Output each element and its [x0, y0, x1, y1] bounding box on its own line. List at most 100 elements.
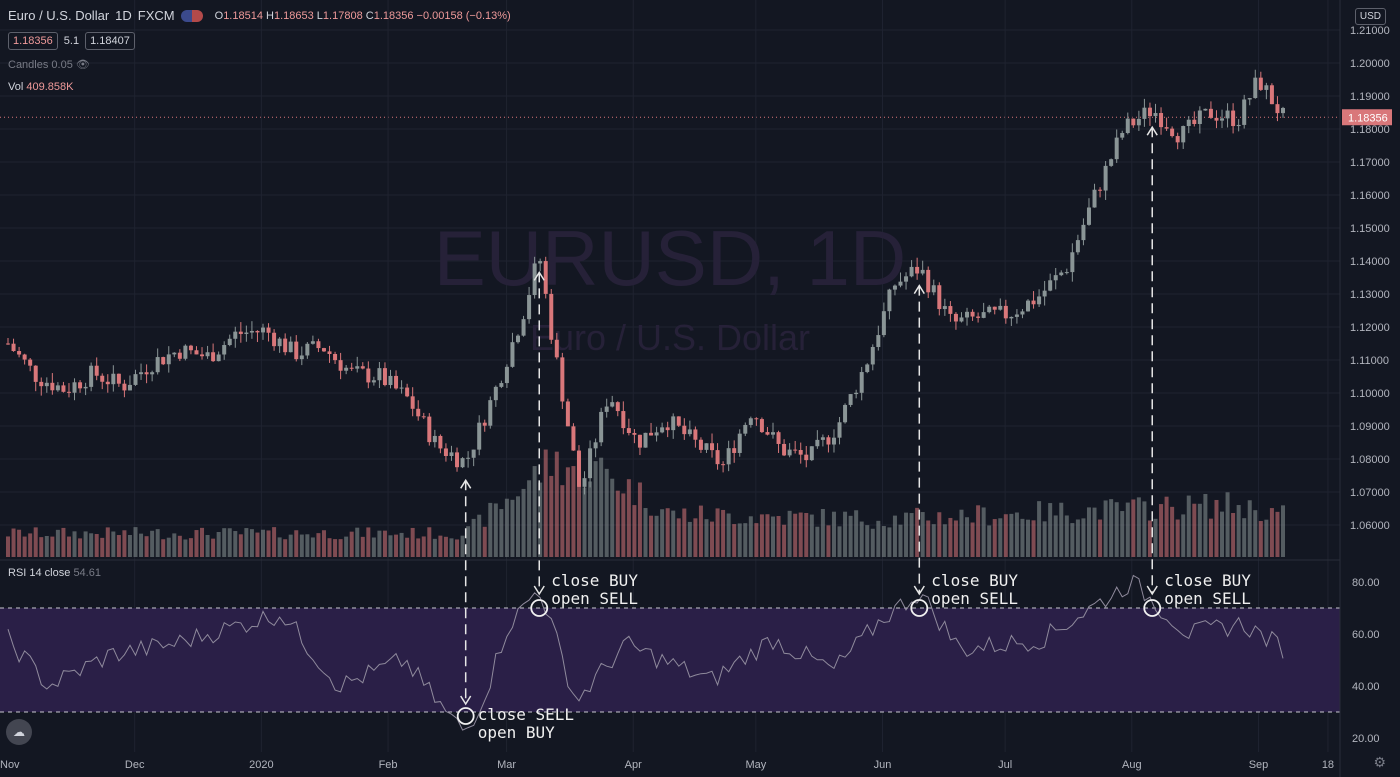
candle-body	[1103, 165, 1108, 191]
currency-badge[interactable]: USD	[1354, 8, 1386, 25]
annotation-arrow-up	[533, 270, 545, 281]
candle-body	[876, 335, 881, 348]
candle-body	[410, 396, 415, 409]
volume-bar	[876, 520, 881, 557]
candle-body	[194, 350, 199, 355]
candle-body	[183, 345, 188, 359]
volume-bar	[859, 521, 864, 557]
annotation-label-line2: open SELL	[931, 589, 1018, 608]
volume-bar	[78, 538, 83, 557]
volume-bar	[588, 481, 593, 557]
candle-body	[510, 342, 515, 367]
volume-bar	[1247, 500, 1252, 557]
candle-body	[987, 306, 992, 313]
time-tick-label: Jul	[998, 759, 1012, 771]
candle-body	[1120, 133, 1125, 138]
candle-body	[621, 411, 626, 429]
volume-indicator[interactable]: Vol 409.858K	[8, 81, 73, 93]
buy-button[interactable]: 1.18407	[85, 32, 135, 50]
candle-body	[28, 359, 33, 366]
candle-body	[305, 343, 310, 356]
candle-body	[920, 269, 925, 274]
volume-bar	[915, 507, 920, 557]
candle-body	[1186, 119, 1191, 127]
price-tick-label: 1.15000	[1350, 223, 1390, 235]
volume-bar	[1120, 511, 1125, 557]
volume-bar	[826, 525, 831, 557]
candle-body	[865, 364, 870, 373]
volume-bar	[710, 521, 715, 557]
price-tick-label: 1.11000	[1350, 355, 1389, 367]
interval[interactable]: 1D	[115, 8, 132, 23]
symbol-name[interactable]: Euro / U.S. Dollar	[8, 8, 110, 23]
volume-bar	[321, 530, 326, 557]
volume-bar	[1208, 518, 1213, 557]
volume-bar	[1131, 499, 1136, 557]
tradingview-logo-icon[interactable]: ☁	[6, 719, 32, 745]
volume-bar	[405, 537, 410, 557]
vol-value: 409.858K	[26, 81, 74, 93]
volume-bar	[782, 524, 787, 557]
volume-bar	[249, 529, 254, 557]
candle-body	[233, 331, 238, 339]
candle-body	[898, 281, 903, 286]
volume-bar	[1026, 519, 1030, 557]
spread: 5.1	[63, 35, 80, 47]
candle-body	[39, 381, 44, 387]
candle-body	[748, 418, 753, 425]
sell-button[interactable]: 1.18356	[8, 32, 58, 50]
volume-bar	[194, 530, 199, 557]
gear-icon[interactable]: ⚙	[1373, 754, 1386, 770]
candle-body	[294, 341, 299, 360]
candle-body	[615, 402, 620, 412]
candle-body	[820, 437, 825, 440]
candle-body	[1125, 118, 1130, 134]
candle-body	[765, 432, 770, 435]
volume-bar	[1147, 520, 1152, 557]
volume-bar	[953, 520, 958, 557]
candle-body	[776, 432, 781, 444]
volume-bar	[443, 536, 448, 557]
candle-body	[843, 404, 848, 423]
volume-bar	[227, 528, 232, 557]
candle-body	[837, 422, 842, 438]
volume-bar	[1059, 502, 1064, 557]
candle-body	[1042, 290, 1047, 297]
volume-bar	[1081, 518, 1086, 557]
candle-body	[643, 432, 648, 448]
volume-bar	[272, 527, 277, 557]
volume-bar	[155, 529, 160, 557]
candle-body	[892, 285, 897, 290]
hidden-eye-icon[interactable]: 👁︎	[75, 59, 90, 71]
volume-bar	[144, 536, 149, 557]
candle-body	[222, 345, 227, 355]
volume-bar	[820, 508, 825, 557]
candle-body	[826, 437, 831, 445]
candle-body	[299, 355, 304, 360]
candle-body	[593, 442, 598, 449]
volume-bar	[133, 527, 138, 557]
grid-lines	[0, 0, 1400, 752]
candle-body	[1231, 110, 1236, 127]
volume-bar	[460, 535, 465, 557]
candle-body	[610, 402, 615, 407]
volume-bar	[965, 517, 970, 557]
volume-bar	[837, 526, 842, 557]
price-tick-label: 1.14000	[1350, 256, 1390, 268]
candle-body	[188, 345, 193, 351]
annotation-arrow-up	[913, 284, 925, 294]
volume-bar	[698, 505, 703, 557]
volume-bar	[310, 537, 315, 557]
rsi-indicator[interactable]: RSI 14 close 54.61	[8, 567, 101, 579]
volume-bar	[665, 508, 670, 557]
candles-indicator[interactable]: Candles 0.05 👁︎	[8, 58, 90, 71]
annotation-label-line2: open SELL	[1164, 589, 1251, 608]
candle-body	[1192, 119, 1197, 124]
volume-bar	[1125, 502, 1130, 557]
candle-body	[471, 449, 476, 458]
candle-body	[660, 427, 665, 433]
annotation-arrow-down	[533, 585, 545, 596]
candle-body	[316, 341, 321, 349]
candle-body	[394, 375, 399, 389]
